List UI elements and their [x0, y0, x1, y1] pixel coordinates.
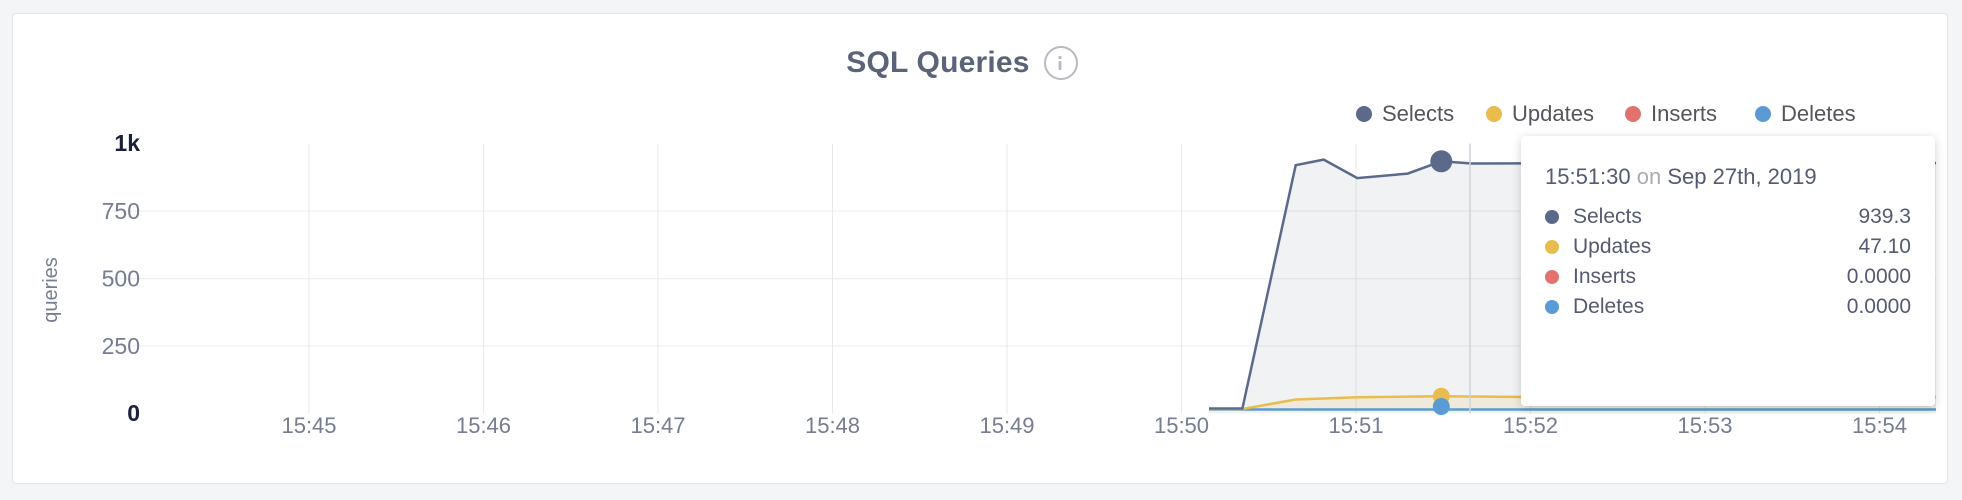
svg-text:750: 750	[102, 198, 140, 224]
svg-text:15:48: 15:48	[805, 413, 860, 438]
svg-text:15:45: 15:45	[281, 413, 336, 438]
svg-text:15:46: 15:46	[456, 413, 511, 438]
svg-text:15:50: 15:50	[1154, 413, 1209, 438]
svg-text:15:49: 15:49	[979, 413, 1034, 438]
svg-text:15:52: 15:52	[1503, 413, 1558, 438]
svg-text:0: 0	[127, 400, 140, 426]
svg-text:1k: 1k	[114, 130, 140, 156]
svg-text:15:54: 15:54	[1852, 413, 1907, 438]
svg-text:15:47: 15:47	[630, 413, 685, 438]
svg-text:queries: queries	[40, 257, 62, 323]
svg-text:15:53: 15:53	[1677, 413, 1732, 438]
svg-text:15:51: 15:51	[1328, 413, 1383, 438]
svg-text:500: 500	[102, 266, 140, 292]
svg-text:250: 250	[102, 333, 140, 359]
